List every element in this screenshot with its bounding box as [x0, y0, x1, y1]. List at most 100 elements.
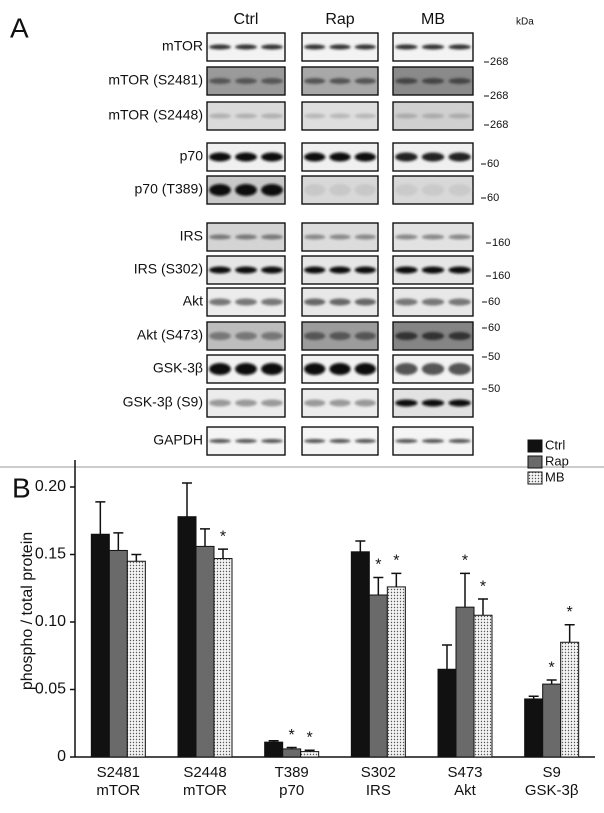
blot-band	[329, 266, 351, 274]
marker-label: 160	[492, 237, 510, 249]
blot-band	[261, 298, 283, 306]
x-tick-label: S302	[361, 764, 396, 781]
bar	[368, 594, 388, 758]
bar	[282, 748, 302, 758]
blot-band	[329, 332, 351, 340]
blot-band	[304, 363, 326, 375]
blot-band	[261, 78, 283, 84]
blot-band	[421, 113, 445, 119]
error-bar	[528, 695, 539, 699]
blot-band	[304, 152, 326, 162]
row-label: p70 (T389)	[135, 181, 203, 197]
group-label: MB	[421, 11, 445, 28]
blot-band	[354, 439, 376, 443]
panel-label: A	[10, 12, 29, 43]
marker-label: 160	[492, 270, 510, 282]
error-bar	[268, 740, 279, 743]
blot-band	[354, 113, 376, 119]
blot-band	[448, 78, 471, 84]
marker-label: 50	[488, 383, 500, 395]
row-label: Akt (S473)	[137, 327, 203, 343]
blot-band	[261, 332, 283, 340]
blot-band	[261, 266, 283, 274]
row-label: mTOR	[162, 38, 203, 54]
blot-band	[421, 266, 445, 274]
panel-label: B	[12, 472, 31, 503]
bar	[195, 545, 215, 758]
blot-band	[354, 298, 376, 306]
marker-label: 60	[488, 296, 500, 308]
bar	[177, 516, 197, 758]
group-label: Ctrl	[234, 11, 259, 28]
error-bar	[546, 679, 557, 685]
y-tick-label: 0.05	[35, 681, 66, 698]
blot-band	[448, 363, 471, 375]
error-bar	[95, 501, 106, 535]
bar	[542, 683, 562, 758]
blot-band	[235, 266, 257, 274]
blot-band	[235, 234, 257, 240]
significance: *	[307, 729, 313, 746]
blot-band	[395, 152, 418, 162]
blot-band	[235, 332, 257, 340]
x-tick-label: IRS	[366, 782, 391, 799]
blot-band	[354, 399, 376, 407]
blot-band	[421, 234, 445, 240]
blot-band	[448, 113, 471, 119]
significance: *	[393, 553, 399, 570]
row-label: p70	[180, 148, 204, 164]
blot-band	[421, 298, 445, 306]
marker-label: 268	[490, 119, 508, 131]
blot-band	[329, 439, 351, 443]
error-bar	[355, 540, 366, 552]
blot-band	[354, 363, 376, 375]
blot-band	[421, 78, 445, 84]
blot-band	[304, 266, 326, 274]
blot-band	[235, 298, 257, 306]
legend-swatch	[527, 471, 543, 485]
blot-band	[421, 363, 445, 375]
legend-swatch	[527, 455, 543, 469]
error-bar	[304, 749, 315, 752]
bar	[524, 698, 544, 758]
blot-band	[421, 439, 445, 443]
blot-band	[209, 266, 231, 274]
blot-band	[448, 332, 471, 340]
marker-label: 50	[488, 351, 500, 363]
blot-band	[209, 113, 231, 119]
x-tick-label: S9	[542, 764, 560, 781]
error-bar	[478, 598, 488, 616]
blot-band	[209, 332, 231, 340]
blot-band	[235, 152, 257, 162]
bar	[437, 668, 457, 758]
row-label: GSK-3β	[153, 360, 203, 376]
x-tick-label: S2448	[183, 764, 226, 781]
significance: *	[480, 578, 486, 595]
blot-band	[421, 399, 445, 407]
x-tick-label: T389	[275, 764, 309, 781]
blot-band	[395, 113, 418, 119]
error-bar	[564, 623, 575, 643]
blot-band	[235, 44, 257, 50]
blot-band	[329, 298, 351, 306]
blot-band	[395, 332, 418, 340]
blot-band	[329, 44, 351, 50]
significance: *	[549, 659, 555, 676]
blot-band	[304, 113, 326, 119]
blot-band	[395, 184, 418, 196]
bar	[560, 641, 580, 758]
blot-band	[261, 184, 283, 196]
error-bar	[391, 572, 402, 587]
blot-band	[329, 113, 351, 119]
blot-band	[448, 298, 471, 306]
significance: *	[462, 553, 468, 570]
row-label: IRS	[180, 228, 203, 244]
blot-band	[209, 78, 231, 84]
blot-band	[209, 399, 231, 407]
group-label: Rap	[325, 11, 354, 28]
marker-label: 268	[490, 56, 508, 68]
significance: *	[567, 604, 573, 621]
blot-band	[448, 152, 471, 162]
blot-band	[395, 298, 418, 306]
significance: *	[220, 528, 226, 545]
